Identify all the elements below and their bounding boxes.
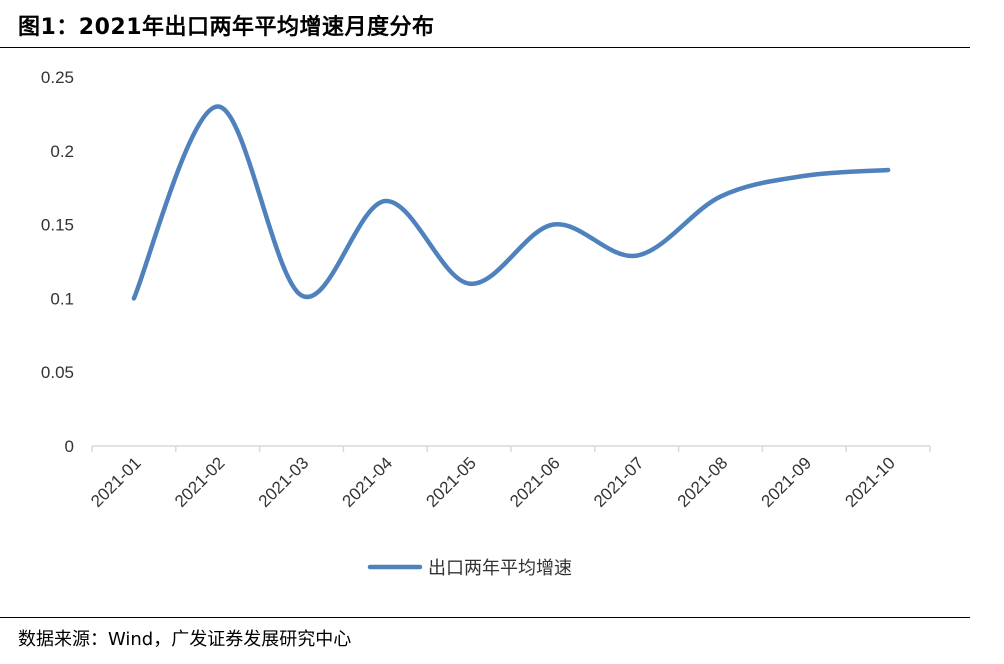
line-chart: 00.050.10.150.20.25 2021-01 2021-02 2021-0… [41, 68, 931, 579]
y-tick-label: 0.05 [41, 363, 74, 382]
legend: 出口两年平均增速 [367, 558, 572, 579]
y-axis: 0 0.05 0.1 0.15 0.2 0.25 [41, 68, 74, 456]
x-tick-label: 2021-06 [506, 453, 564, 511]
figure-title: 图1：2021年出口两年平均增速月度分布 [18, 15, 435, 40]
x-tick-label: 2021-07 [590, 453, 648, 511]
x-tick-label: 2021-02 [171, 453, 229, 511]
x-tick-label: 2021-03 [255, 453, 313, 511]
source-note: 数据来源：Wind，广发证券发展研究中心 [18, 629, 352, 650]
x-tick-label: 2021-10 [841, 453, 899, 511]
y-tick-label: 0.15 [41, 216, 74, 235]
y-tick-label: 0.2 [50, 142, 74, 161]
y-tick-label: 0 [65, 437, 74, 456]
series-layer [131, 104, 891, 301]
source-divider [0, 617, 970, 618]
x-tick-label: 2021-08 [674, 453, 732, 511]
x-tick-label: 2021-05 [422, 453, 480, 511]
y-tick-label: 0.1 [50, 289, 74, 308]
y-tick-label: 0.25 [41, 68, 74, 87]
series-line [131, 104, 891, 301]
x-axis: 2021-01 2021-02 2021-03 2021-04 2021-05 2021-… [87, 445, 931, 511]
x-tick-label: 2021-01 [87, 453, 145, 511]
x-tick-label: 2021-04 [339, 453, 397, 511]
legend-label: 出口两年平均增速 [428, 558, 572, 579]
x-tick-label: 2021-09 [758, 453, 816, 511]
title-divider [0, 47, 970, 48]
